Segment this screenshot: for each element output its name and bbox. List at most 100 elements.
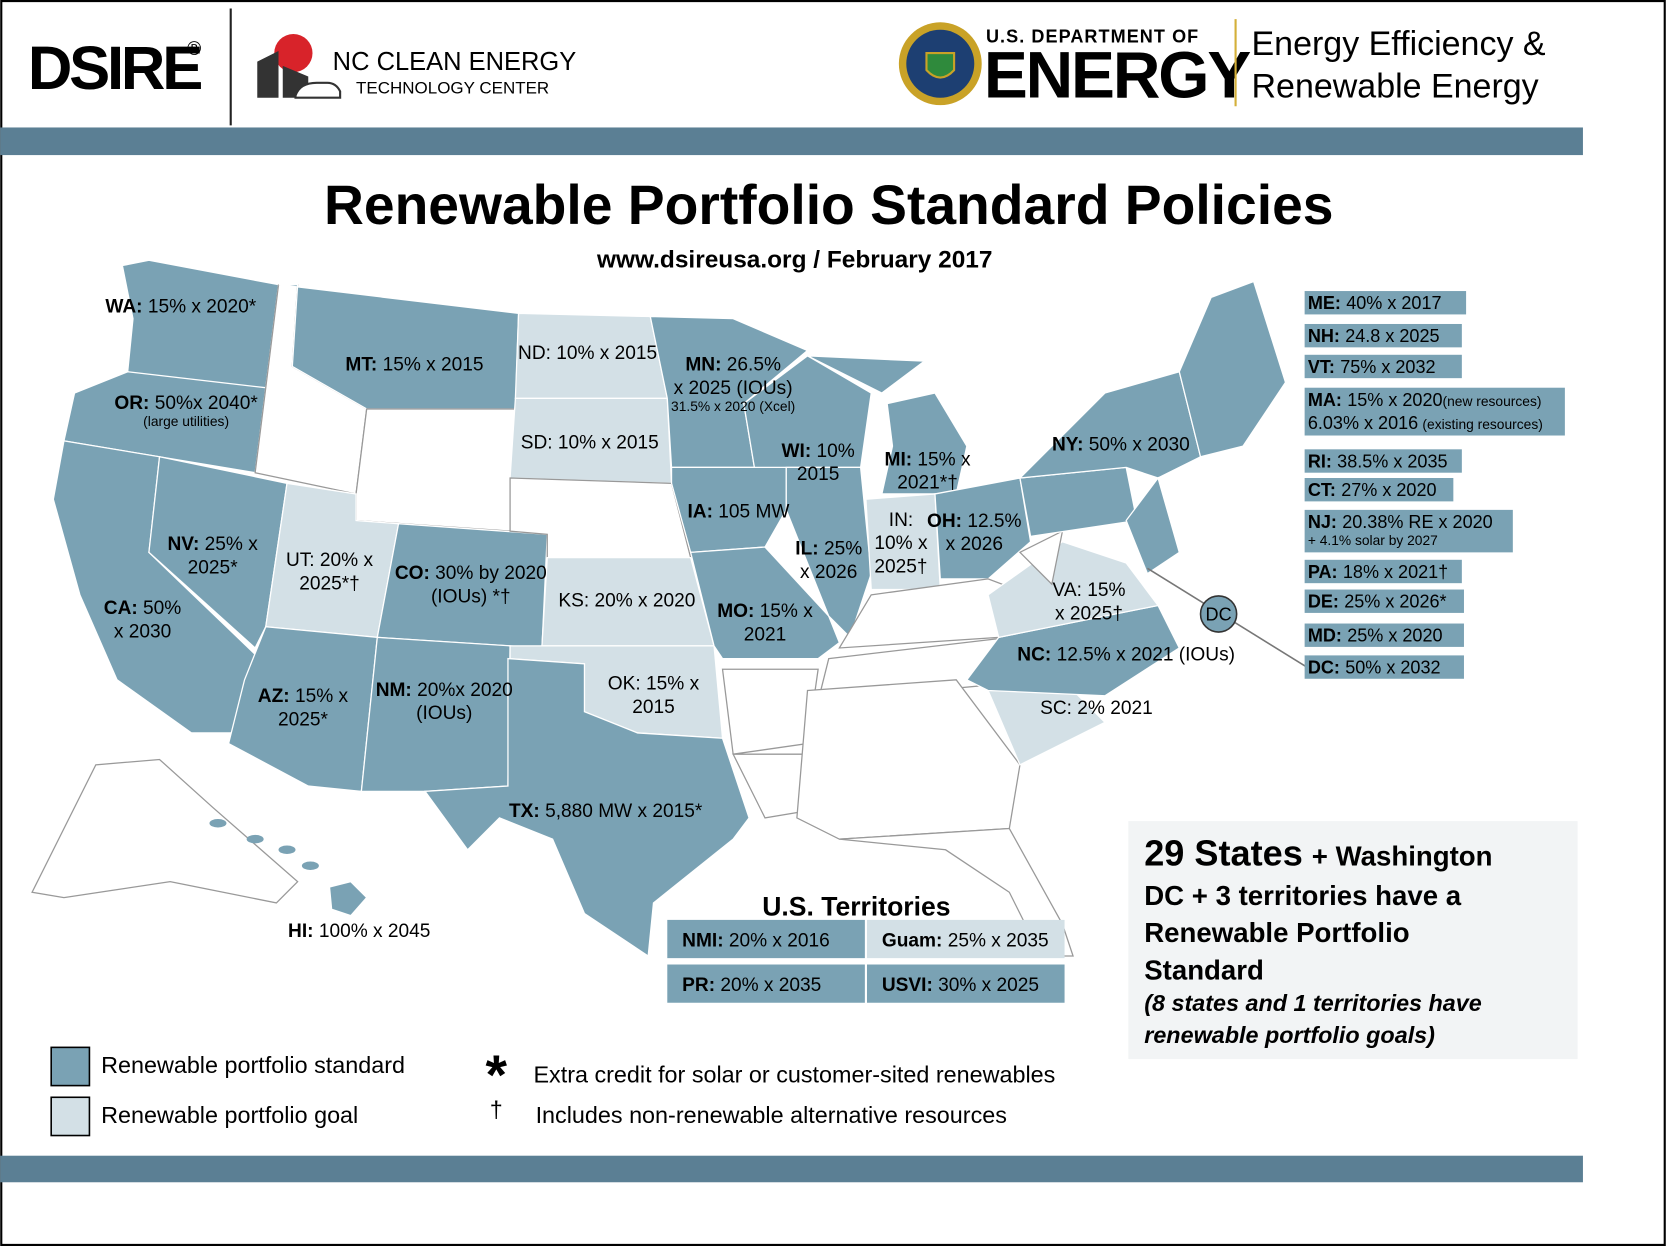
label-text: 15% x 2020 — [1347, 390, 1442, 410]
label-abbr: TX: — [509, 801, 540, 822]
legend-label: Renewable portfolio goal — [101, 1102, 358, 1128]
legend-swatch — [50, 1096, 91, 1137]
label-line: SD: 10% x 2015 — [521, 432, 659, 453]
label: IL: 25% x 2026 — [795, 538, 862, 582]
us-map — [31, 259, 1308, 958]
eere-line2: Renewable Energy — [1252, 68, 1539, 106]
label: TX: 5,880 MW x 2015* — [509, 801, 703, 822]
nc-name: NC CLEAN ENERGY — [333, 48, 577, 76]
label-abbr: CO: — [395, 563, 430, 584]
legend-label: Renewable portfolio standard — [101, 1052, 405, 1078]
label-line: 6.03% x 2016 — [1308, 413, 1418, 433]
label-text: 38.5% x 2035 — [1337, 451, 1447, 471]
label-line: 2015 — [632, 697, 675, 718]
label: SD: 10% x 2015 — [521, 432, 659, 453]
label: NY: 50% x 2030 — [1052, 434, 1190, 455]
label-line: KS: 20% x 2020 — [558, 591, 695, 612]
map-labels: WA: 15% x 2020* MT: 15% x 2015 ND: 10% x 201… — [104, 291, 1565, 1003]
note-symbol: * — [486, 1044, 508, 1106]
label: IA: 105 MW — [687, 501, 789, 522]
label-text: 30% x 2025 — [938, 975, 1039, 996]
label-line: 2025† — [874, 557, 927, 578]
label: MD: 25% x 2020 — [1308, 626, 1443, 646]
label: MT: 15% x 2015 — [345, 355, 483, 376]
label-text: 15% x 2015 — [383, 355, 484, 376]
state-shape — [31, 758, 299, 904]
label-text: 50%x 2040* — [155, 393, 259, 414]
label-text: 75% x 2032 — [1340, 357, 1435, 377]
label-abbr: NH: — [1308, 326, 1340, 346]
island — [246, 834, 264, 844]
summary-text: + Washington — [1312, 841, 1493, 872]
label: DE: 25% x 2026* — [1308, 592, 1447, 612]
side-box — [1304, 323, 1462, 348]
doe-line1: U.S. DEPARTMENT OF — [986, 26, 1199, 46]
label-text: 50% — [143, 598, 181, 619]
side-box — [1304, 387, 1565, 436]
label-line: x 2026 — [800, 562, 857, 583]
label-text: 30% by 2020 — [435, 563, 547, 584]
dsire-logo: DSIRE — [28, 34, 201, 103]
territories-title: U.S. Territories — [762, 892, 950, 922]
label-abbr: MT: — [345, 355, 377, 376]
label-line: (IOUs) *† — [431, 586, 511, 607]
label-text: 20% x 2035 — [720, 975, 821, 996]
label: PA: 18% x 2021† — [1308, 562, 1448, 582]
label-abbr: MD: — [1308, 626, 1342, 646]
label-text: 27% x 2020 — [1341, 480, 1436, 500]
label-line: 2025* — [188, 558, 239, 579]
label-line: 2025*† — [299, 574, 360, 595]
label-line: 2021 — [744, 625, 787, 646]
label-text: 25% x — [205, 534, 259, 555]
label-text: 20%x 2020 — [417, 680, 513, 701]
label-text: 10% — [817, 441, 855, 462]
label-abbr: NM: — [376, 680, 412, 701]
state-shape — [1125, 476, 1181, 575]
label: WA: 15% x 2020* — [105, 296, 256, 317]
label: OK: 15% x 2015 — [608, 673, 700, 717]
label-text: 100% x 2045 — [319, 921, 431, 942]
label: RI: 38.5% x 2035 — [1308, 451, 1448, 471]
label-text: 105 MW — [718, 501, 789, 522]
island — [209, 818, 227, 828]
label-abbr: AZ: — [258, 686, 290, 707]
label: Guam: 25% x 2035 — [882, 930, 1049, 951]
territory-cell — [667, 919, 865, 959]
label-abbr: MI: — [885, 449, 913, 470]
summary-goal: renewable portfolio goals) — [1144, 1022, 1435, 1048]
label-text: 25% — [824, 538, 862, 559]
label-line: x 2025† — [1055, 603, 1123, 624]
label-line: UT: 20% x — [286, 550, 374, 571]
label-line: SC: 2% 2021 — [1040, 698, 1153, 719]
nc-logo-icon — [257, 33, 342, 99]
territory-cell — [866, 964, 1065, 1003]
label-text: 5,880 MW x 2015* — [545, 801, 703, 822]
label-text: 50% x 2030 — [1089, 434, 1190, 455]
side-box — [1304, 478, 1454, 502]
label-note: + 4.1% solar by 2027 — [1308, 533, 1438, 548]
label-text: 12.5% x 2021 (IOUs) — [1057, 645, 1235, 666]
side-box — [1304, 623, 1464, 647]
summary-line: Renewable Portfolio — [1144, 917, 1409, 948]
label-line: (IOUs) — [416, 703, 472, 724]
label-abbr: NV: — [168, 534, 200, 555]
label: MA: 15% x 2020(new resources) 6.03% x 2016… — [1308, 390, 1543, 433]
state-shape — [743, 355, 872, 469]
label-line: x 2026 — [946, 534, 1003, 555]
label-text: 15% x 2020* — [148, 296, 257, 317]
label: AZ: 15% x 2025* — [258, 686, 349, 730]
side-box — [1304, 354, 1462, 379]
label-abbr: NMI: — [682, 930, 723, 951]
dc-marker-label: DC — [1206, 604, 1232, 624]
note-text: Includes non-renewable alternative resou… — [536, 1102, 1007, 1128]
label: VT: 75% x 2032 — [1308, 357, 1436, 377]
label: NC: 12.5% x 2021 (IOUs) — [1017, 645, 1235, 666]
label-abbr: RI: — [1308, 451, 1332, 471]
label-abbr: OH: — [927, 511, 962, 532]
label-line: x 2030 — [114, 621, 171, 642]
label: CA: 50% x 2030 — [104, 598, 182, 642]
label-abbr: PA: — [1308, 562, 1338, 582]
label-line: 2021*† — [897, 473, 958, 494]
doe-line2: ENERGY — [984, 38, 1251, 112]
